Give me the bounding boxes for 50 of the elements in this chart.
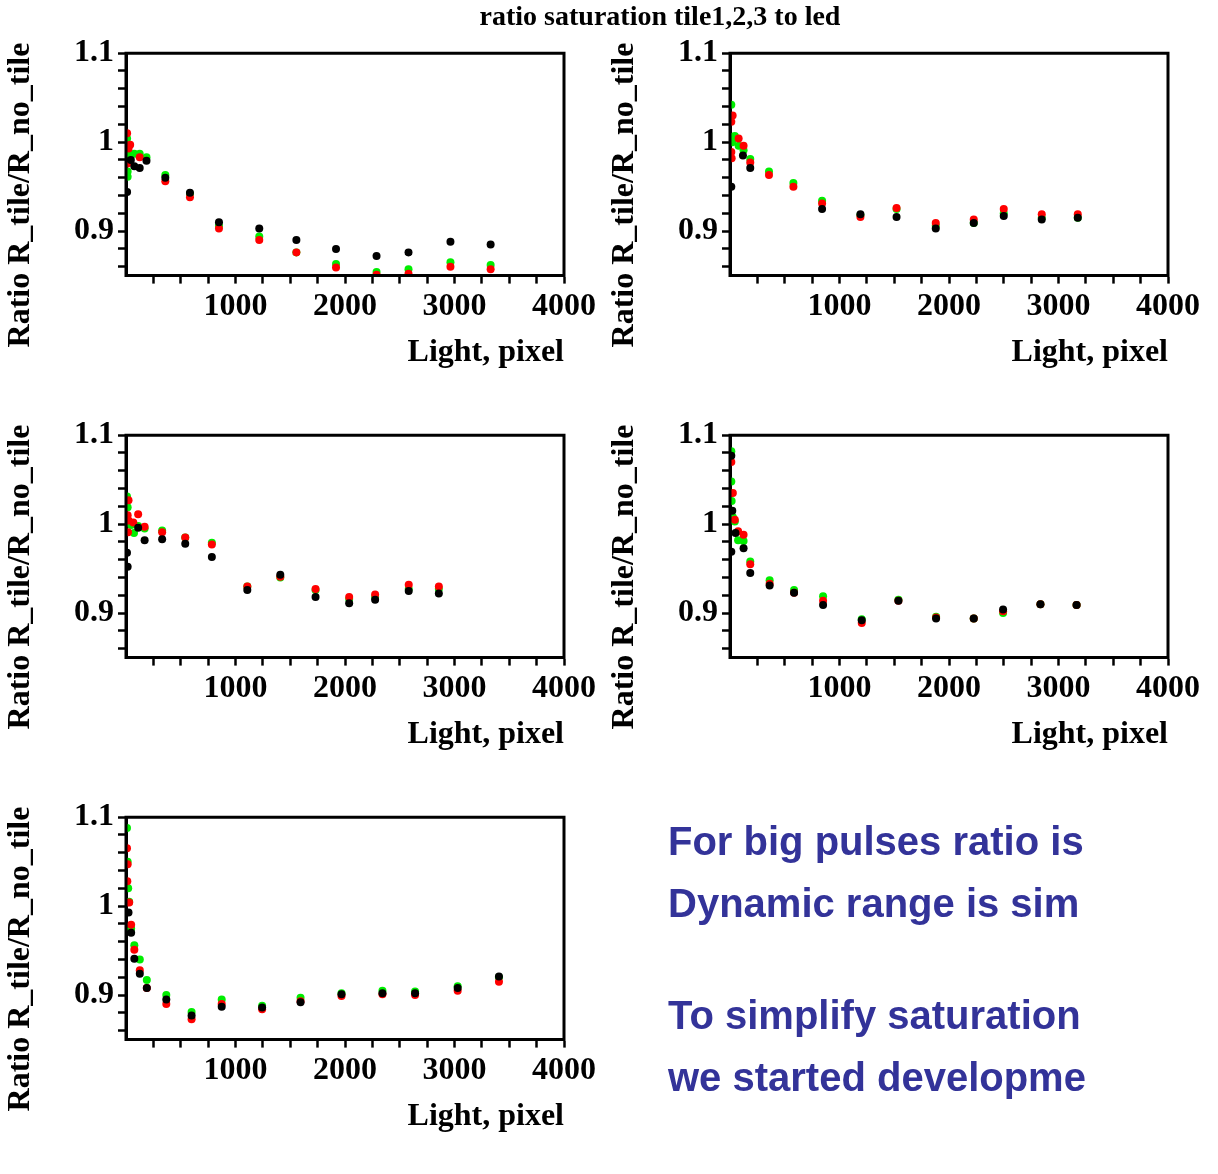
x-tick-label: 3000: [422, 1050, 487, 1087]
x-tick-label: 2000: [917, 668, 981, 705]
x-axis-title: Light, pixel: [1011, 714, 1168, 750]
y-axis-title: Ratio R_tile/R_no_tile: [604, 42, 640, 348]
x-tick-label: 2000: [917, 286, 981, 323]
text: For big pulses ratio is: [668, 818, 1085, 865]
text: Dynamic range is sim: [668, 880, 1081, 927]
y-tick-label: 1: [98, 885, 114, 922]
x-tick-label: 3000: [422, 286, 487, 323]
x-axis-title: Light, pixel: [407, 714, 564, 750]
x-tick-label: 4000: [532, 286, 596, 323]
x-tick-label: 1000: [203, 668, 268, 705]
y-axis-title: Ratio R_tile/R_no_tile: [604, 423, 640, 732]
y-tick-label: 1.1: [678, 32, 718, 69]
y-tick-label: 1: [702, 503, 718, 540]
x-tick-label: 2000: [313, 668, 377, 705]
y-tick-label: 1: [98, 121, 114, 158]
y-tick-label: 1.1: [74, 796, 114, 833]
text: ratio saturation tile1,2,3 to led: [478, 0, 842, 32]
y-tick-label: 1: [98, 503, 114, 540]
y-axis-title: Ratio R_tile/R_no_tile: [0, 805, 36, 1114]
y-tick-label: 0.9: [74, 210, 114, 247]
x-tick-label: 3000: [1026, 668, 1091, 705]
x-axis-title: Light, pixel: [407, 1096, 564, 1132]
x-tick-label: 4000: [532, 668, 596, 705]
x-axis-title: Light, pixel: [1011, 332, 1168, 368]
y-tick-label: 1.1: [678, 414, 718, 451]
x-tick-label: 2000: [313, 1050, 377, 1087]
x-tick-label: 4000: [1136, 286, 1200, 323]
y-tick-label: 1.1: [74, 414, 114, 451]
x-tick-label: 3000: [422, 668, 487, 705]
text: To simplify saturation: [668, 992, 1082, 1039]
x-tick-label: 4000: [1136, 668, 1200, 705]
y-tick-label: 0.9: [678, 210, 718, 247]
x-tick-label: 4000: [532, 1050, 596, 1087]
x-tick-label: 1000: [807, 286, 872, 323]
y-tick-label: 0.9: [74, 592, 114, 629]
y-axis-title: Ratio R_tile/R_no_tile: [0, 423, 36, 732]
y-tick-label: 0.9: [74, 974, 114, 1011]
x-axis-title: Light, pixel: [407, 332, 564, 368]
x-tick-label: 2000: [313, 286, 377, 323]
x-tick-label: 1000: [807, 668, 872, 705]
y-axis-title: Ratio R_tile/R_no_tile: [0, 41, 36, 350]
x-tick-label: 1000: [203, 286, 268, 323]
y-tick-label: 1: [702, 121, 718, 158]
y-tick-label: 0.9: [678, 592, 718, 629]
x-tick-label: 1000: [203, 1050, 268, 1087]
text: we started developme: [668, 1054, 1087, 1101]
y-tick-label: 1.1: [74, 32, 114, 69]
x-tick-label: 3000: [1026, 286, 1091, 323]
